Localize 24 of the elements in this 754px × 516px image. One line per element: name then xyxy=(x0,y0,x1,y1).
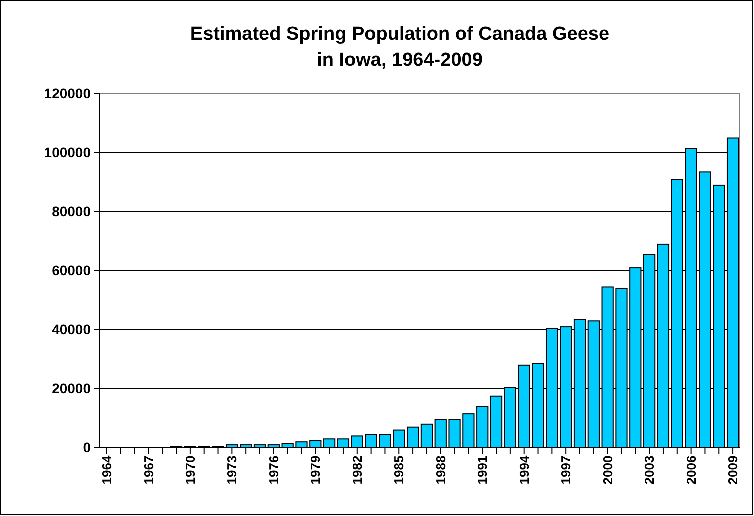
x-tick-label: 2006 xyxy=(684,456,699,485)
y-tick-label: 0 xyxy=(83,439,92,456)
y-tick-label: 80000 xyxy=(52,203,92,220)
x-tick-label: 1997 xyxy=(558,456,574,485)
y-tick-label: 100000 xyxy=(44,144,92,160)
x-tick-label: 1979 xyxy=(308,456,324,485)
x-tick-label: 1994 xyxy=(516,455,532,485)
x-tick-label: 1988 xyxy=(433,456,448,485)
chart-title: Estimated Spring Population of Canada Geese in Iowa, 1964-2009 xyxy=(190,24,610,71)
y-tick-label: 20000 xyxy=(52,380,92,396)
x-tick-label: 2009 xyxy=(726,456,741,485)
x-tick-label: 1964 xyxy=(100,455,115,485)
x-tick-label: 1973 xyxy=(224,456,240,485)
x-tick-label: 1982 xyxy=(350,456,365,485)
x-tick-label: 1970 xyxy=(182,456,198,485)
x-tick-label: 2000 xyxy=(600,456,616,485)
x-tick-label: 1985 xyxy=(392,456,407,485)
x-tick-label: 1976 xyxy=(266,456,282,485)
y-tick-label: 120000 xyxy=(44,85,92,102)
y-tick-label: 60000 xyxy=(52,262,92,278)
y-tick-label: 40000 xyxy=(52,321,92,338)
x-tick-label: 2003 xyxy=(642,456,658,485)
x-tick-label: 1967 xyxy=(141,456,156,485)
x-tick-label: 1991 xyxy=(475,456,490,485)
